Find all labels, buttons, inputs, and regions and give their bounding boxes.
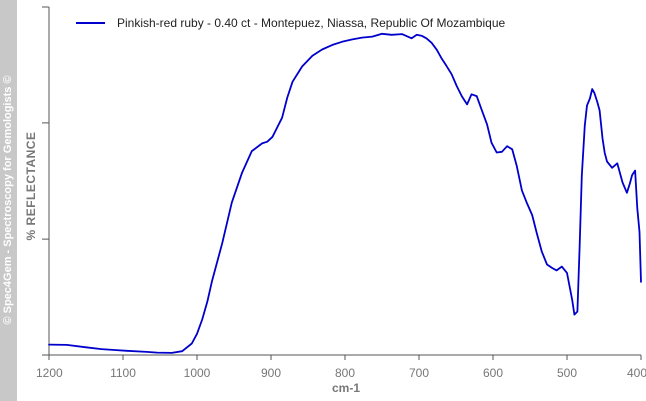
- x-ticks: 1200 1100 1000 900 800 700 600 500 400: [36, 355, 646, 380]
- y-ticks: [42, 6, 49, 356]
- x-tick-label: 1000: [184, 366, 211, 380]
- x-tick-label: 700: [409, 366, 429, 380]
- axes: [48, 7, 641, 356]
- x-tick-label: 400: [627, 366, 646, 380]
- x-tick-label: 1100: [110, 366, 136, 380]
- x-tick-label: 900: [261, 366, 281, 380]
- x-tick-label: 600: [483, 366, 503, 380]
- x-axis-label: cm-1: [331, 381, 361, 395]
- x-tick-label: 500: [557, 366, 577, 380]
- x-tick-label: 800: [335, 366, 355, 380]
- x-tick-label: 1200: [36, 366, 63, 380]
- legend-label: Pinkish-red ruby - 0.40 ct - Montepuez, …: [117, 16, 505, 30]
- series-line: [48, 32, 642, 354]
- watermark-band: © Spec4Gem - Spectroscopy for Gemologist…: [0, 0, 17, 401]
- legend: Pinkish-red ruby - 0.40 ct - Montepuez, …: [76, 16, 505, 30]
- series-group: [48, 32, 642, 354]
